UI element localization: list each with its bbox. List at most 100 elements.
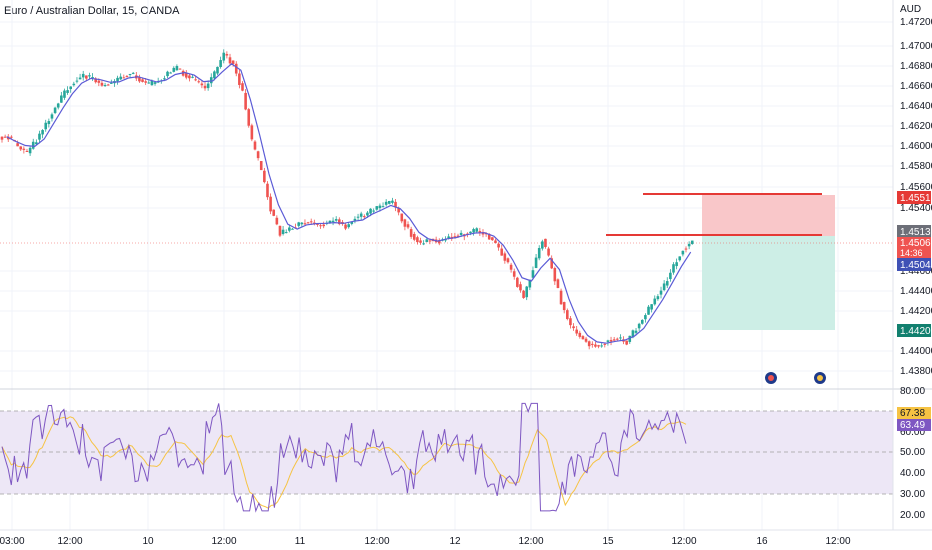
candle	[166, 70, 169, 78]
candle	[437, 238, 441, 246]
candle	[665, 277, 669, 289]
candle	[72, 81, 76, 87]
svg-text:1.44207: 1.44207	[900, 326, 932, 337]
moving-average-line	[6, 63, 692, 344]
candle	[475, 227, 479, 233]
stop-loss-zone[interactable]	[702, 195, 835, 236]
candle	[537, 245, 541, 261]
candle	[347, 222, 350, 229]
candle	[222, 49, 226, 64]
candle	[644, 313, 647, 323]
candle	[203, 82, 207, 91]
candle	[381, 202, 385, 208]
candle	[640, 319, 644, 325]
candle	[425, 238, 429, 243]
candle	[544, 238, 547, 249]
candle	[612, 336, 616, 341]
price-tick-label: 1.45600	[900, 182, 932, 193]
candle	[659, 286, 663, 299]
candle	[494, 238, 497, 244]
time-tick-label: 10	[142, 536, 154, 547]
candle	[344, 223, 347, 231]
candle	[528, 279, 532, 291]
rsi-tick-label: 50.00	[900, 447, 925, 458]
candle	[322, 221, 325, 229]
candle	[16, 140, 19, 147]
candle	[31, 138, 35, 150]
candle	[231, 60, 235, 67]
take-profit-zone[interactable]	[702, 236, 835, 330]
candle	[519, 281, 522, 293]
candle	[106, 83, 110, 86]
candle	[119, 73, 122, 80]
candle	[197, 79, 201, 84]
candle	[306, 221, 310, 224]
candle	[216, 66, 219, 76]
price-tick-label: 1.46800	[900, 61, 932, 72]
candle	[669, 269, 672, 282]
candle	[291, 228, 294, 230]
svg-text:63.49: 63.49	[900, 420, 925, 431]
candle	[375, 206, 379, 211]
price-axis[interactable]: 1.47200 1.47000 1.46800 1.46600 1.46400 1.462…	[900, 17, 932, 377]
candle	[522, 289, 525, 299]
candle	[131, 71, 135, 75]
candle	[509, 262, 513, 273]
candle	[28, 146, 32, 156]
candle	[512, 268, 516, 280]
svg-text:1.45517: 1.45517	[900, 193, 932, 204]
candle	[587, 340, 591, 350]
rsi-tick-label: 40.00	[900, 468, 925, 479]
entry-price-badge: 1.45133	[897, 225, 932, 238]
price-tick-label: 1.47000	[900, 41, 932, 52]
time-tick-label: 12:00	[364, 536, 389, 547]
candle	[569, 316, 572, 329]
svg-text:1.45069: 1.45069	[900, 238, 932, 249]
candle	[69, 86, 73, 93]
rsi-band	[0, 411, 893, 494]
candle	[531, 266, 535, 280]
candle	[103, 82, 107, 87]
candle	[619, 334, 622, 341]
economic-event-icon-au[interactable]	[765, 372, 777, 384]
economic-event-icon-eu[interactable]	[814, 372, 826, 384]
candle	[313, 219, 316, 226]
candle	[562, 301, 566, 314]
candle	[284, 229, 288, 234]
candle	[384, 199, 388, 207]
candle	[225, 51, 229, 59]
candle	[359, 211, 363, 221]
candle	[206, 80, 210, 91]
candle	[500, 244, 504, 256]
candle	[472, 227, 475, 236]
candle	[66, 86, 69, 95]
rsi-value-badge: 67.38	[897, 407, 931, 419]
candle	[406, 221, 410, 230]
candle	[38, 130, 41, 144]
candle	[400, 213, 404, 224]
candle	[653, 295, 657, 306]
candle	[256, 150, 260, 161]
time-tick-label: 15	[602, 536, 614, 547]
candle	[541, 239, 544, 251]
candle	[269, 193, 272, 215]
candle	[403, 218, 407, 231]
time-tick-label: 12:00	[825, 536, 850, 547]
candle	[581, 335, 585, 340]
candle	[128, 73, 132, 78]
candle	[331, 217, 335, 226]
candle	[88, 72, 91, 80]
candle	[281, 226, 285, 236]
candle	[690, 240, 694, 245]
candle	[253, 140, 257, 151]
time-axis[interactable]: 03:00 12:00 10 12:00 11 12:00 12 12:00 15 12:00 16…	[0, 536, 851, 547]
svg-text:67.38: 67.38	[900, 408, 925, 419]
candle	[244, 89, 247, 111]
time-tick-label: 12	[449, 536, 461, 547]
candle	[60, 91, 63, 103]
candle	[78, 73, 82, 80]
candle	[169, 71, 172, 74]
candle	[353, 216, 357, 224]
